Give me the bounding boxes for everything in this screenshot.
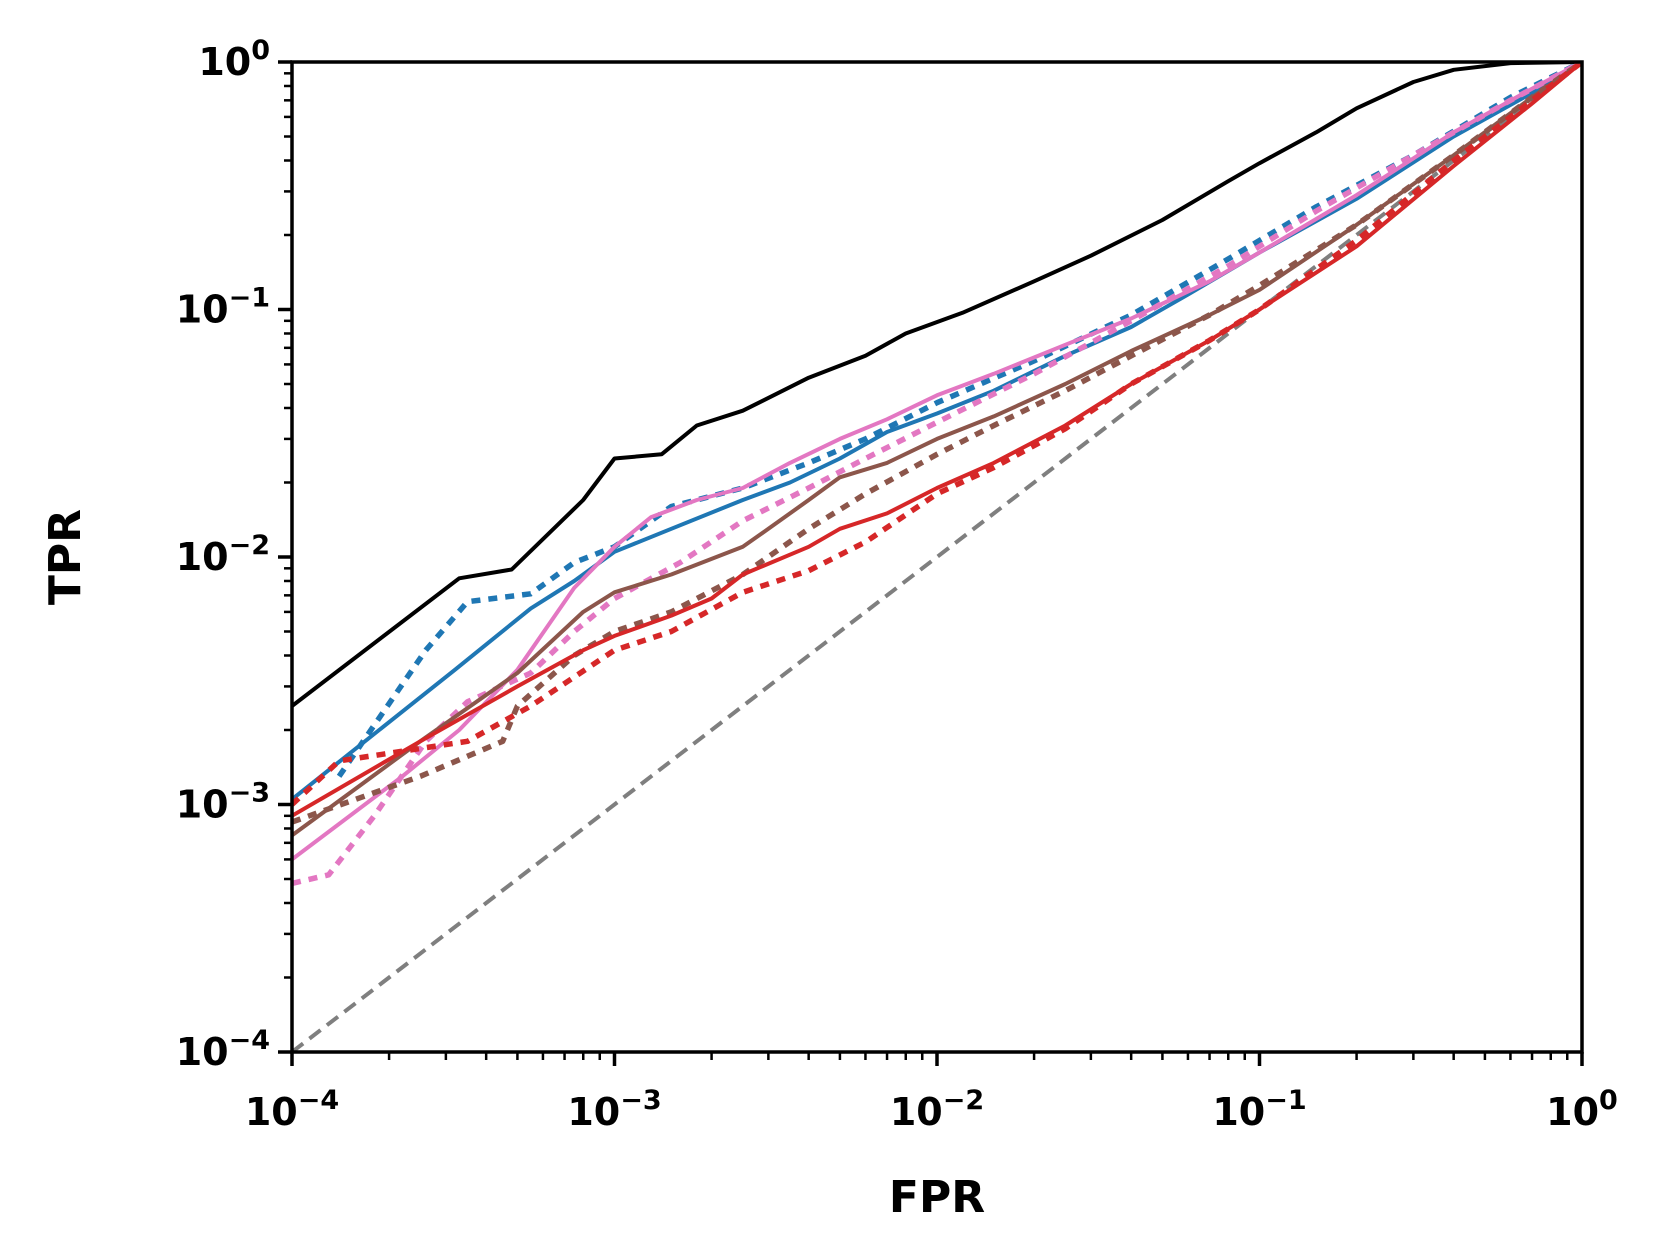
series-line-red-solid bbox=[292, 62, 1582, 818]
x-tick-label-exponent: −2 bbox=[943, 1085, 984, 1116]
x-tick-label-base: 10 bbox=[1212, 1090, 1265, 1134]
x-tick-label-4: 100 bbox=[1546, 1085, 1618, 1134]
y-axis-title: TPR bbox=[40, 509, 91, 605]
y-tick-label-base: 10 bbox=[176, 535, 229, 579]
series-line-pink-solid bbox=[292, 62, 1582, 861]
y-tick-label-exponent: −1 bbox=[229, 283, 270, 314]
y-tick-label-3: 10−1 bbox=[176, 283, 270, 332]
x-tick-label-0: 10−4 bbox=[245, 1085, 339, 1134]
x-tick-label-base: 10 bbox=[567, 1090, 620, 1134]
series-line-blue-solid bbox=[292, 62, 1582, 801]
y-tick-label-base: 10 bbox=[198, 40, 251, 84]
x-axis-title: FPR bbox=[889, 1172, 985, 1223]
y-tick-label-4: 100 bbox=[198, 35, 270, 84]
x-tick-label-1: 10−3 bbox=[567, 1085, 661, 1134]
series-line-black-solid bbox=[292, 62, 1582, 708]
y-tick-label-2: 10−2 bbox=[176, 530, 270, 579]
y-tick-label-exponent: −3 bbox=[229, 778, 270, 809]
x-tick-label-exponent: −4 bbox=[298, 1085, 339, 1116]
x-tick-label-3: 10−1 bbox=[1212, 1085, 1306, 1134]
y-tick-label-1: 10−3 bbox=[176, 778, 270, 827]
x-tick-label-base: 10 bbox=[245, 1090, 298, 1134]
series-line-random-baseline bbox=[292, 62, 1582, 1052]
y-tick-label-base: 10 bbox=[176, 288, 229, 332]
x-tick-label-base: 10 bbox=[890, 1090, 943, 1134]
y-tick-label-0: 10−4 bbox=[176, 1025, 270, 1074]
y-tick-label-base: 10 bbox=[176, 1030, 229, 1074]
x-tick-label-exponent: 0 bbox=[1599, 1085, 1618, 1116]
series-line-blue-dotted bbox=[336, 62, 1582, 778]
x-tick-label-exponent: −1 bbox=[1265, 1085, 1306, 1116]
series-line-brown-dotted bbox=[292, 62, 1582, 825]
x-tick-label-base: 10 bbox=[1546, 1090, 1599, 1134]
y-tick-label-base: 10 bbox=[176, 783, 229, 827]
y-tick-label-exponent: −4 bbox=[229, 1025, 270, 1056]
x-tick-label-2: 10−2 bbox=[890, 1085, 984, 1134]
x-tick-label-exponent: −3 bbox=[620, 1085, 661, 1116]
series-layer bbox=[292, 62, 1582, 1052]
y-tick-label-exponent: 0 bbox=[251, 35, 270, 66]
y-tick-label-exponent: −2 bbox=[229, 530, 270, 561]
plot-frame bbox=[290, 60, 1584, 1054]
